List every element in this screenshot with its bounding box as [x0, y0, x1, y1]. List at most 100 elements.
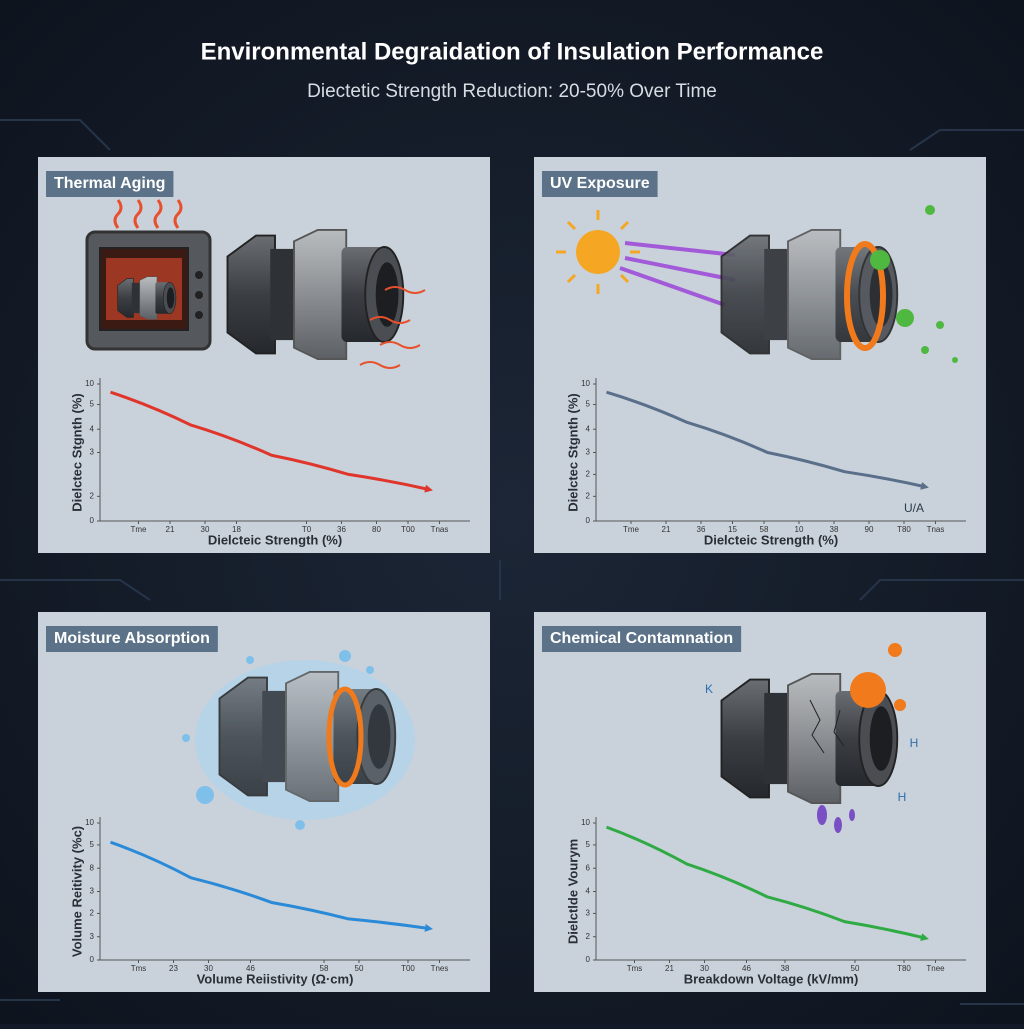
- panel-label: Thermal Aging: [54, 175, 165, 192]
- x-tick-label: T80: [897, 525, 911, 534]
- circuit-lines: [0, 119, 1024, 1005]
- x-tick-label: 80: [372, 525, 381, 534]
- x-tick-label: 30: [700, 964, 709, 973]
- y-tick-label: 2: [90, 491, 95, 500]
- y-tick-label: 10: [85, 818, 94, 827]
- x-tick-label: 21: [166, 525, 175, 534]
- y-tick-label: 5: [586, 400, 591, 409]
- panel-label: Moisture Absorption: [54, 630, 210, 647]
- x-tick-label: 46: [742, 964, 751, 973]
- x-tick-label: 38: [830, 525, 839, 534]
- y-tick-label: 8: [90, 863, 95, 872]
- panel: [534, 612, 986, 992]
- panel-label-bg: [542, 171, 658, 197]
- y-tick-label: 3: [90, 448, 95, 457]
- x-tick-label: 23: [169, 964, 178, 973]
- x-axis-label: Breakdown Voltage (kV/mm): [684, 971, 859, 986]
- data-line: [110, 390, 433, 493]
- x-tick-label: 90: [865, 525, 874, 534]
- x-axis-label: Dielcteic Strength (%): [704, 532, 838, 547]
- x-tick-label: Tnas: [927, 525, 945, 534]
- y-tick-label: 3: [586, 448, 591, 457]
- panel: [38, 157, 490, 553]
- x-tick-label: 21: [662, 525, 671, 534]
- moisture-illustration: [182, 650, 415, 830]
- y-tick-label: 3: [90, 932, 95, 941]
- annotation: K: [705, 682, 713, 696]
- panel-label-bg: [46, 171, 174, 197]
- y-axis-label: Dielctlde Vourym: [565, 839, 580, 944]
- data-line: [605, 825, 929, 942]
- annotation: H: [898, 790, 907, 804]
- y-tick-label: 3: [90, 887, 95, 896]
- title: Environmental Degraidation of Insulation…: [201, 38, 824, 65]
- x-axis-label: Volume Reiistivity (Ω·cm): [197, 971, 354, 986]
- x-tick-label: Tms: [627, 964, 643, 973]
- x-tick-label: Tme: [623, 525, 640, 534]
- x-tick-label: 21: [665, 964, 674, 973]
- x-tick-label: 58: [760, 525, 769, 534]
- y-tick-label: 0: [90, 955, 95, 964]
- y-tick-label: 0: [586, 516, 591, 525]
- x-tick-label: 50: [355, 964, 364, 973]
- chart-panel: UV Exposure 0 2 2 3 4 5 10 Tme 21 36 15 58 10 38 90 T80 T…: [542, 171, 966, 547]
- y-tick-label: 2: [586, 932, 591, 941]
- x-tick-label: 18: [232, 525, 241, 534]
- y-tick-label: 5: [90, 400, 95, 409]
- y-tick-label: 10: [85, 379, 94, 388]
- y-tick-label: 2: [586, 491, 591, 500]
- y-tick-label: 10: [581, 818, 590, 827]
- y-axis-label: Volume Reitivity (%c): [69, 826, 84, 957]
- panel-label-bg: [46, 626, 218, 652]
- subtitle: Diectetic Strength Reduction: 20-50% Ove…: [307, 81, 717, 102]
- y-tick-label: 6: [586, 863, 591, 872]
- panel-label-bg: [542, 626, 742, 652]
- x-tick-label: 38: [781, 964, 790, 973]
- data-line: [606, 390, 929, 490]
- x-tick-label: 30: [201, 525, 210, 534]
- x-tick-label: T00: [401, 964, 415, 973]
- chart-panel: Thermal Aging 0 2 3 4 5 10 Tme 21 30 18 T0 36 80 T00 Tn…: [46, 171, 470, 547]
- x-tick-label: Tme: [131, 525, 148, 534]
- y-tick-label: 0: [586, 955, 591, 964]
- panel-label: Chemical Contamnation: [550, 630, 733, 647]
- y-axis-label: Dielctec Stgnth (%): [69, 393, 84, 511]
- x-tick-label: 10: [795, 525, 804, 534]
- oven-illustration: [85, 199, 426, 369]
- x-tick-label: 46: [246, 964, 255, 973]
- x-tick-label: T00: [401, 525, 415, 534]
- x-tick-label: T0: [302, 525, 312, 534]
- x-tick-label: Tnas: [431, 525, 449, 534]
- x-tick-label: 15: [728, 525, 737, 534]
- x-tick-label: T80: [897, 964, 911, 973]
- y-tick-label: 10: [581, 379, 590, 388]
- annotation: H: [910, 736, 919, 750]
- y-tick-label: 2: [586, 470, 591, 479]
- x-tick-label: Tnes: [431, 964, 449, 973]
- y-tick-label: 2: [90, 909, 95, 918]
- x-tick-label: 36: [697, 525, 706, 534]
- x-tick-label: 36: [337, 525, 346, 534]
- panel: [534, 157, 986, 553]
- y-tick-label: 4: [586, 887, 591, 896]
- y-tick-label: 4: [90, 424, 95, 433]
- y-tick-label: 5: [586, 840, 591, 849]
- y-tick-label: 4: [586, 424, 591, 433]
- y-tick-label: 3: [586, 909, 591, 918]
- x-tick-label: 30: [204, 964, 213, 973]
- x-tick-label: Tms: [131, 964, 147, 973]
- panel-label: UV Exposure: [550, 175, 650, 192]
- x-tick-label: 50: [851, 964, 860, 973]
- annotation: U/A: [904, 501, 924, 515]
- uv-illustration: [556, 205, 958, 363]
- x-tick-label: Tnee: [926, 964, 945, 973]
- x-tick-label: 58: [320, 964, 329, 973]
- data-line: [109, 840, 433, 932]
- y-tick-label: 5: [90, 840, 95, 849]
- y-tick-label: 0: [90, 516, 95, 525]
- y-axis-label: Dielctec Stgnth (%): [565, 393, 580, 511]
- chemical-illustration: [720, 643, 906, 833]
